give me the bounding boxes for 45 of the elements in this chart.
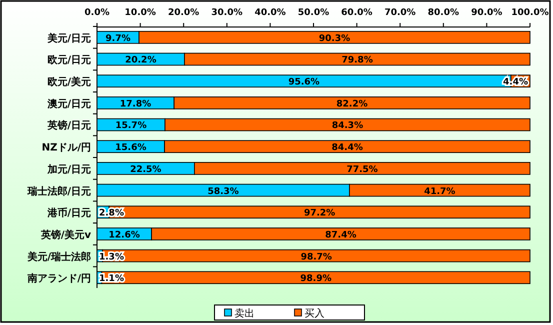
y-tick-label: 南アランド/円: [26, 272, 91, 285]
x-tick-label: 100.0%: [511, 8, 549, 18]
data-label: 77.5%: [346, 164, 378, 175]
data-label: 22.5%: [130, 164, 162, 175]
data-label: 12.6%: [108, 230, 140, 240]
x-tick-label: 90.0%: [471, 8, 502, 18]
x-tick-label: 30.0%: [211, 8, 243, 18]
y-tick-label: 瑞士法郎/日元: [26, 185, 91, 198]
data-label: 87.4%: [325, 230, 356, 240]
x-tick-label: 40.0%: [254, 8, 286, 18]
y-tick-label: 港币/日元: [46, 207, 91, 220]
data-label: 95.6%: [288, 78, 320, 88]
data-label: 98.9%: [300, 274, 332, 284]
data-label: 97.2%: [304, 208, 336, 219]
data-label: 20.2%: [125, 56, 156, 66]
data-label: 84.4%: [332, 143, 363, 154]
data-label: 98.7%: [300, 252, 332, 262]
y-tick-label: 欧元/美元: [47, 76, 91, 88]
y-tick-label: 英镑/美元v: [40, 228, 92, 241]
legend-label: 买入: [304, 308, 324, 320]
x-tick-label: 80.0%: [428, 8, 460, 18]
x-tick-label: 0.0%: [84, 8, 110, 18]
y-tick-label: 欧元/日元: [47, 54, 91, 66]
data-label: 15.6%: [115, 143, 146, 154]
x-tick-label: 70.0%: [384, 8, 416, 18]
y-tick-label: 美元/日元: [46, 32, 91, 44]
data-label: 17.8%: [120, 99, 152, 110]
y-tick-label: 加元/日元: [46, 163, 91, 176]
data-label: 41.7%: [424, 186, 456, 197]
data-label: 84.3%: [332, 121, 364, 132]
x-tick-label: 20.0%: [168, 8, 200, 18]
y-tick-label: 美元/瑞士法郎: [26, 250, 91, 263]
data-label: 79.8%: [342, 56, 373, 66]
y-tick-label: 英镑/日元: [46, 120, 91, 132]
legend-label: 卖出: [234, 308, 254, 320]
x-tick-label: 10.0%: [124, 8, 156, 18]
data-label: 9.7%: [106, 34, 130, 44]
y-tick-label: NZドル/円: [42, 142, 91, 154]
data-label: 82.2%: [336, 99, 368, 110]
data-label: 90.3%: [318, 34, 350, 44]
data-label: 58.3%: [208, 186, 239, 197]
y-tick-label: 澳元/日元: [46, 98, 91, 110]
x-tick-label: 60.0%: [341, 8, 372, 18]
x-tick-label: 50.0%: [298, 8, 330, 18]
data-label: 15.7%: [115, 121, 147, 132]
